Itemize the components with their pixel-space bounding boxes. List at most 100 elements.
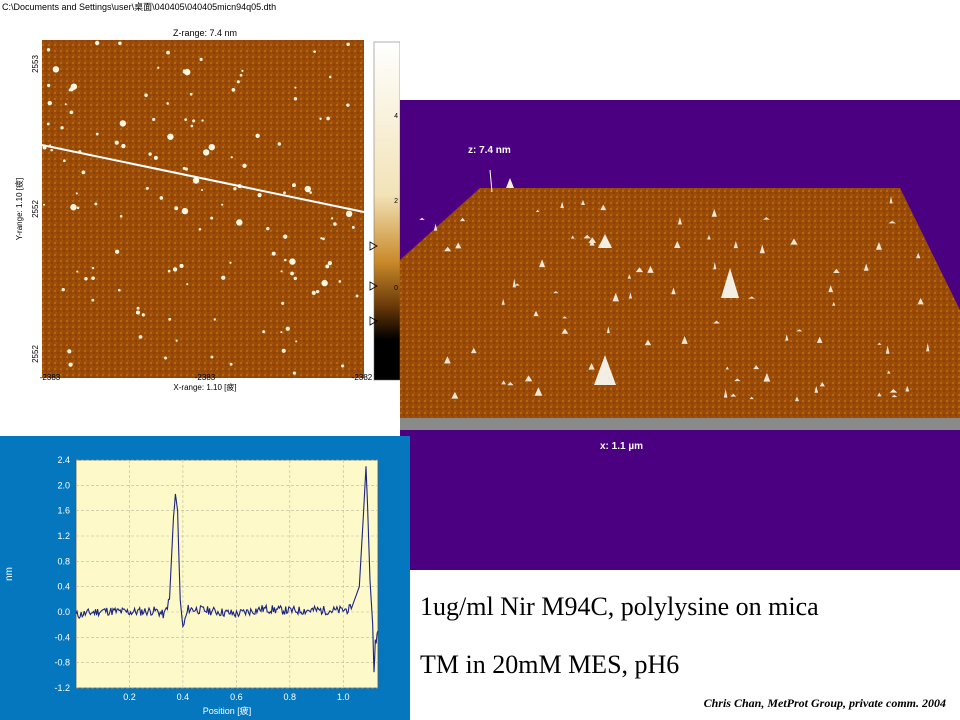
afm-particle [75,192,78,195]
surface-3d-render: z: 7.4 nm x: 1.1 µm [400,100,960,570]
surface-peak [583,234,591,239]
surface-peak [514,283,520,286]
afm-particle [229,362,233,366]
afm-particle [64,103,67,106]
afm-particle [94,202,98,206]
surface-peak [506,178,514,188]
surface-peak [594,355,616,385]
afm-particle [315,289,320,294]
afm-particle [330,217,334,220]
y-axis-ticks: 2.4 2.0 1.6 1.2 0.8 0.4 0.0 -0.4 -0.8 -1.2 [54,455,70,693]
surface-peak [552,291,559,294]
afm-particle [119,215,123,218]
afm-particle [84,277,88,281]
afm-particle [231,88,236,92]
surface-peak [501,380,506,385]
surface-peak [794,396,800,402]
afm-particle [290,271,294,276]
surface-peak [588,363,595,370]
afm-particle [52,66,60,73]
x-axis-label: x: 1.1 µm [600,441,643,452]
afm-particle [208,143,216,151]
afm-particle [136,306,140,310]
surface-peak [677,217,682,225]
y-tick-label: 0.4 [57,582,70,592]
surface-peak [600,204,607,211]
x-tick-label: 1.0 [337,692,350,702]
surface-peak [562,316,568,319]
surface-peak [444,356,451,364]
afm-height-image-panel: Z-range: 7.4 nm 4 2 0 -2383 -2383 -2382 … [14,28,400,392]
afm-particle [81,170,86,175]
y-tick-label: -0.8 [54,658,70,668]
afm-particle [241,69,244,72]
surface-peak [681,336,688,344]
afm-particle [257,193,262,198]
surface-peak [588,237,597,243]
afm-particle [153,155,158,160]
afm-particle [338,280,342,283]
surface-peak [832,302,836,306]
afm-particle [144,93,148,97]
afm-particle [351,225,355,229]
afm-particle [145,186,149,190]
profile-line-marker[interactable] [41,144,365,213]
x-tick: -2383 [40,373,61,382]
afm-particle [152,117,156,121]
afm-particle [148,152,152,156]
afm-particle [292,183,296,188]
y-tick: 2552 [31,200,40,218]
surface-peak [875,242,882,250]
afm-particle [280,331,283,334]
surface-peak [759,244,765,254]
surface-peak [749,396,754,400]
afm-particle [181,207,189,215]
afm-particle [285,326,290,331]
surface-peak [905,385,910,392]
afm-particle [46,48,51,52]
y-tick-label: -0.4 [54,632,70,642]
range-marker-icon[interactable] [369,281,378,291]
afm-particle [172,267,178,272]
afm-particle [47,100,52,106]
surface-peak [763,217,770,220]
afm-particle [266,226,270,231]
y-tick-label: -1.2 [54,683,70,693]
afm-particle [50,148,53,152]
afm-particle [135,310,140,315]
x-tick: -2382 [352,373,373,382]
surface-peak [581,199,585,205]
surface-peak [628,292,633,299]
y-tick-label: 2.4 [57,455,70,465]
afm-particle [117,288,121,292]
range-marker-icon[interactable] [369,316,378,326]
surface-peak [451,391,459,399]
afm-particle [304,185,311,193]
surface-peak [816,336,823,343]
afm-particle [159,196,164,200]
afm-particle [70,83,78,90]
surface-peak [606,376,611,380]
afm-particle [345,210,353,218]
afm-particle [164,356,168,360]
afm-particle [167,269,171,273]
surface-peak [763,372,771,382]
profile-series-line [75,466,379,673]
surface-peak [419,217,425,220]
y-range-label: Y-range: 1.10 [疲] [14,178,24,240]
afm-particle [157,66,160,69]
surface-peak [785,334,789,341]
afm-particle [76,206,80,210]
surface-peak [713,320,720,324]
afm-particle [293,97,298,101]
x-tick-label: 0.4 [177,692,190,702]
surface-peak [627,274,632,279]
afm-particle [309,191,312,194]
surface-peak [560,201,564,209]
file-path-label: C:\Documents and Settings\user\桌面\040405… [2,2,277,12]
afm-particle [221,275,226,280]
afm-scan-image [42,40,364,378]
afm-particle [236,219,243,226]
range-marker-icon[interactable] [369,241,378,251]
surface-peak [725,366,729,370]
